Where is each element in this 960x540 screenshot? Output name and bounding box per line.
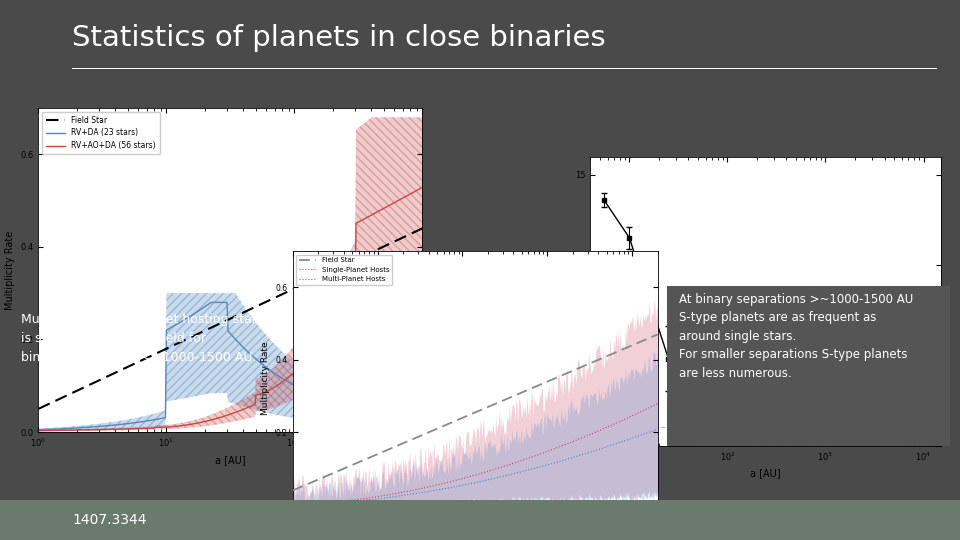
RV+AO+DA (56 stars)	[184, 421, 196, 428]
Field Star	[652, 331, 663, 338]
RV+DA (23 stars)	[311, 393, 323, 400]
Field Star	[33, 406, 44, 412]
Y-axis label: Multiplicity Rate: Multiplicity Rate	[5, 231, 14, 309]
Field Star	[157, 347, 169, 353]
Y-axis label: $f_p/f_m$: $f_p/f_m$	[553, 288, 569, 314]
Multi-Planet Hosts	[287, 501, 299, 508]
Field Star	[79, 384, 90, 390]
X-axis label: a [AU]: a [AU]	[215, 455, 246, 465]
RV+DA (23 stars)	[276, 374, 287, 381]
Line: Single-Planet Hosts: Single-Planet Hosts	[293, 404, 658, 504]
RV+AO+DA (56 stars)	[310, 348, 322, 354]
Field Star	[417, 225, 428, 232]
RV+DA (23 stars)	[417, 418, 428, 425]
Text: Multiplicity rate of planet hosting stars
is smaller than in the field for
binar: Multiplicity rate of planet hosting star…	[21, 313, 263, 364]
Field Star	[552, 374, 564, 380]
RV+AO+DA (56 stars)	[275, 380, 286, 387]
Field Star	[184, 334, 196, 341]
Field Star	[550, 375, 562, 381]
RV+DA (23 stars)	[157, 415, 169, 421]
RV+AO+DA (56 stars)	[33, 427, 44, 434]
Field Star	[275, 292, 286, 299]
RV+AO+DA (56 stars)	[417, 184, 428, 191]
RV+AO+DA (56 stars)	[157, 424, 169, 430]
RV+DA (23 stars)	[79, 424, 90, 431]
Multi-Planet Hosts	[406, 491, 418, 497]
Text: 1407.3344: 1407.3344	[72, 513, 147, 527]
Field Star	[312, 274, 324, 281]
Field Star	[406, 436, 418, 443]
Single-Planet Hosts	[406, 487, 418, 494]
Field Star	[310, 275, 322, 282]
Legend: Field Star, RV+DA (23 stars), RV+AO+DA (56 stars): Field Star, RV+DA (23 stars), RV+AO+DA (…	[42, 112, 159, 154]
Single-Planet Hosts	[516, 457, 528, 463]
Single-Planet Hosts	[331, 498, 343, 505]
Line: Field Star: Field Star	[293, 334, 658, 490]
Single-Planet Hosts	[652, 401, 663, 407]
RV+AO+DA (56 stars)	[79, 427, 90, 433]
Multi-Planet Hosts	[550, 459, 562, 465]
Multi-Planet Hosts	[516, 468, 528, 475]
RV+DA (23 stars)	[205, 299, 217, 306]
Field Star	[331, 468, 343, 475]
RV+DA (23 stars)	[313, 394, 324, 400]
Single-Planet Hosts	[552, 444, 564, 451]
Single-Planet Hosts	[287, 501, 299, 507]
Multi-Planet Hosts	[431, 487, 443, 493]
Field Star	[516, 389, 528, 396]
Line: Field Star: Field Star	[38, 228, 422, 409]
Text: At binary separations >~1000-1500 AU
S-type planets are as frequent as
around si: At binary separations >~1000-1500 AU S-t…	[679, 293, 913, 380]
Single-Planet Hosts	[550, 445, 562, 451]
RV+AO+DA (56 stars)	[312, 346, 324, 352]
X-axis label: a [AU]: a [AU]	[461, 528, 490, 537]
Field Star	[431, 426, 443, 432]
Single-Planet Hosts	[431, 482, 443, 488]
Multi-Planet Hosts	[652, 426, 663, 433]
X-axis label: a [AU]: a [AU]	[751, 468, 780, 478]
Legend: Field Star, Single-Planet Hosts, Multi-Planet Hosts: Field Star, Single-Planet Hosts, Multi-P…	[297, 254, 393, 285]
Line: Multi-Planet Hosts: Multi-Planet Hosts	[293, 429, 658, 504]
Text: Statistics of planets in close binaries: Statistics of planets in close binaries	[72, 24, 606, 52]
Y-axis label: Multiplicity Rate: Multiplicity Rate	[261, 341, 271, 415]
Line: RV+DA (23 stars): RV+DA (23 stars)	[38, 302, 422, 430]
RV+DA (23 stars)	[33, 427, 44, 433]
Field Star	[287, 487, 299, 494]
Line: RV+AO+DA (56 stars): RV+AO+DA (56 stars)	[38, 187, 422, 430]
Multi-Planet Hosts	[552, 458, 564, 465]
RV+DA (23 stars)	[184, 313, 196, 319]
Multi-Planet Hosts	[331, 500, 343, 506]
